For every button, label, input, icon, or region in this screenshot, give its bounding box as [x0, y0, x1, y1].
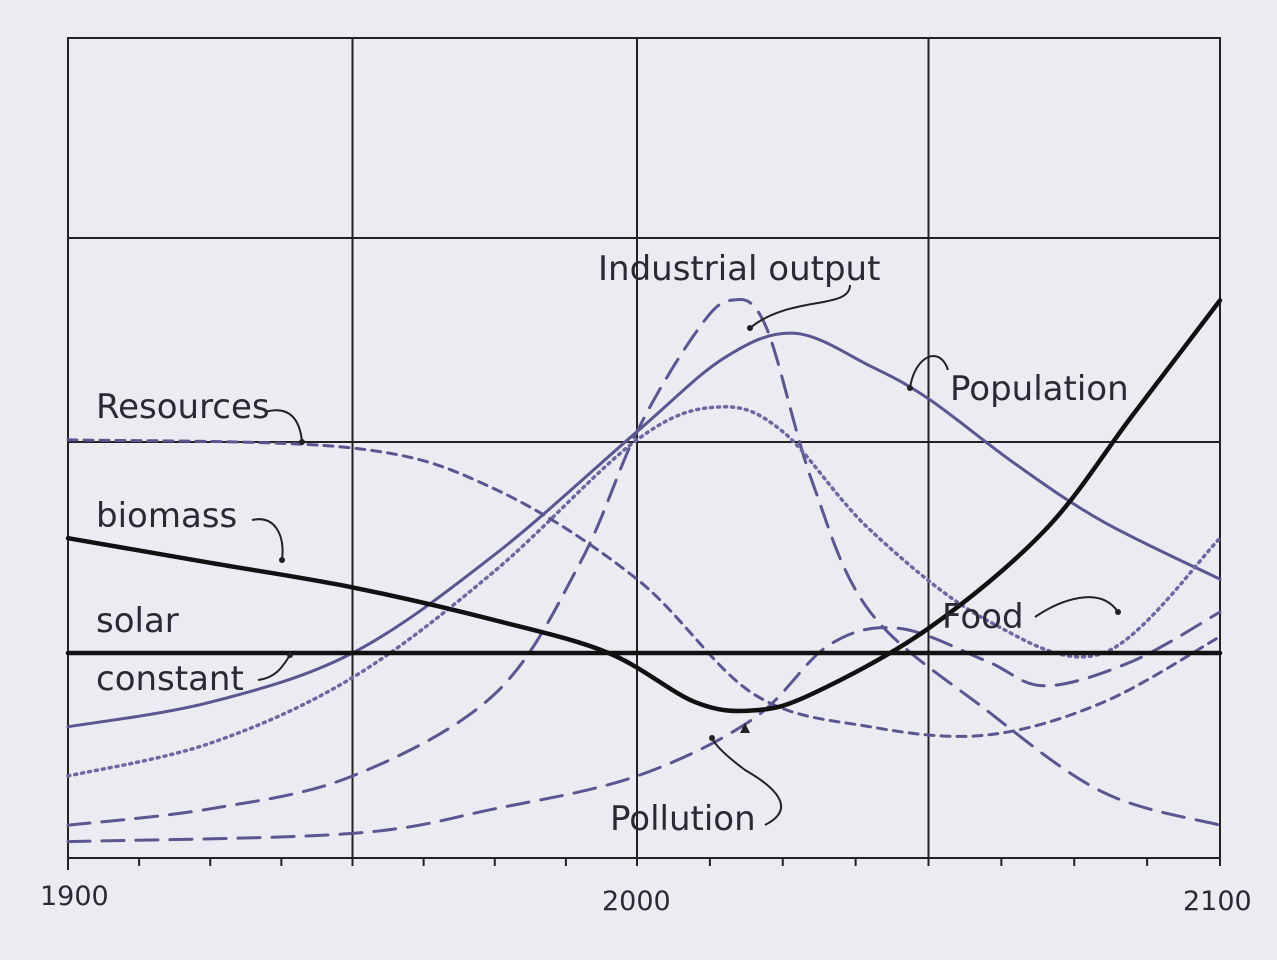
arrow-industrial: [749, 284, 851, 329]
label-resources: Resources: [96, 387, 270, 427]
series-layer: [65, 297, 1223, 844]
arrow-food: [1034, 596, 1119, 618]
series-resources: [66, 438, 1222, 738]
annotation-arrows: [251, 284, 1121, 826]
grid: [67, 37, 1221, 870]
series-food: [66, 405, 1222, 778]
arrow-pollution: [711, 737, 782, 826]
label-food: Food: [942, 597, 1024, 637]
arrow-pollution-head: [709, 735, 715, 741]
arrow-biomass: [251, 518, 284, 561]
label-population: Population: [950, 369, 1129, 409]
arrow-solar: [257, 654, 291, 681]
arrow-resources: [264, 409, 303, 443]
label-industrial-output: Industrial output: [598, 249, 880, 289]
label-biomass: biomass: [96, 496, 237, 536]
arrow-solar-head: [287, 652, 293, 658]
x-tick-1900: 1900: [40, 881, 109, 912]
label-solar: solar: [96, 601, 179, 641]
arrow-population-head: [907, 385, 913, 391]
series-population: [66, 331, 1222, 729]
arrow-food-head: [1115, 609, 1121, 615]
arrow-resources-head: [299, 439, 305, 445]
label-constant: constant: [96, 659, 244, 699]
marker-triangle: [740, 723, 750, 733]
arrow-biomass-head: [279, 557, 285, 563]
series-pollution: [66, 610, 1222, 844]
label-pollution: Pollution: [610, 799, 756, 839]
arrow-industrial-head: [747, 325, 753, 331]
series-biomass: [65, 298, 1223, 714]
x-tick-2000: 2000: [602, 886, 671, 917]
x-tick-2100: 2100: [1183, 886, 1252, 917]
arrow-population: [909, 355, 949, 389]
series-industrial-output: [66, 297, 1222, 827]
plot-frame: [67, 37, 1221, 859]
